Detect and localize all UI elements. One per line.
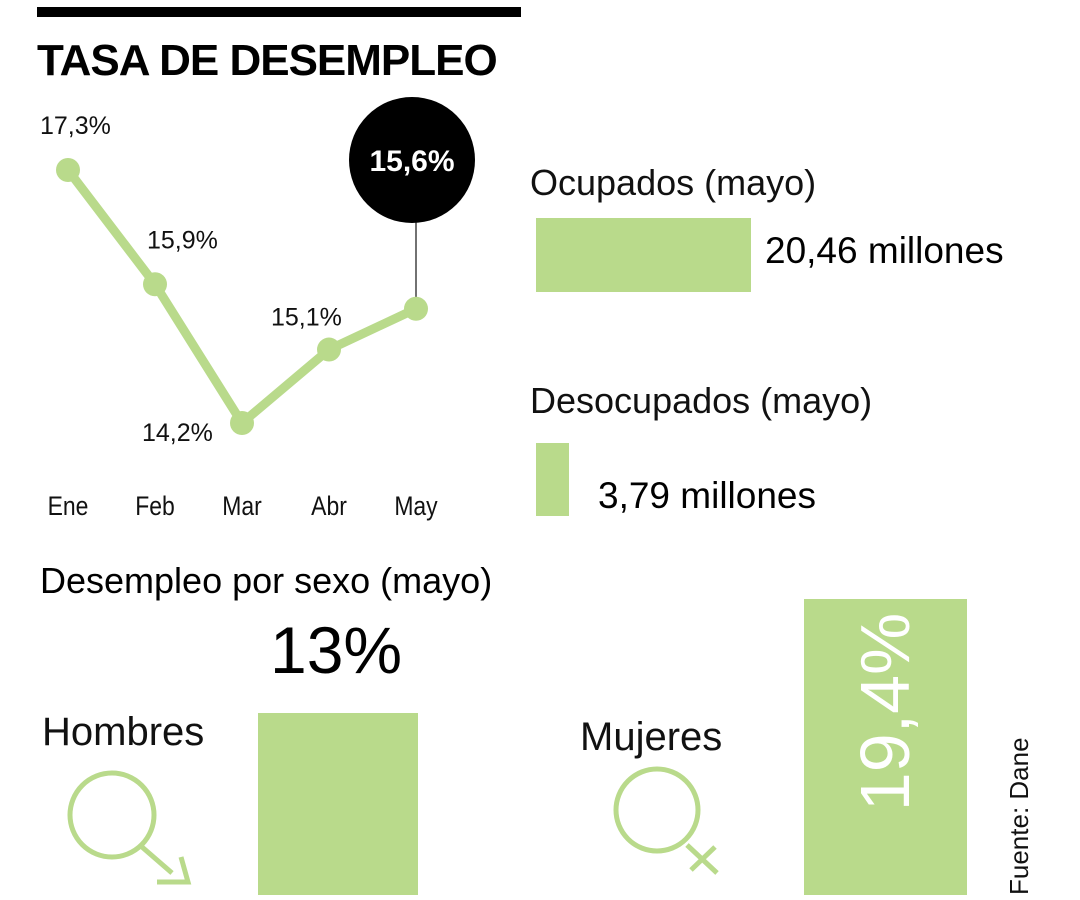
callout-circle bbox=[349, 97, 475, 223]
mujeres-bar bbox=[804, 599, 967, 895]
hombres-value: 13% bbox=[270, 613, 403, 687]
desocupados-label: Desocupados (mayo) bbox=[530, 380, 873, 421]
data-point-ene bbox=[56, 158, 80, 182]
ocupados-value: 20,46 millones bbox=[765, 230, 1004, 271]
highlight-callout: 15,6% bbox=[349, 97, 475, 309]
x-tick-label-mar: Mar bbox=[222, 491, 262, 521]
female-symbol-icon bbox=[613, 766, 719, 875]
x-tick-label-ene: Ene bbox=[48, 491, 89, 521]
top-rule bbox=[37, 7, 521, 17]
hombres-label: Hombres bbox=[42, 710, 205, 754]
mujeres-value: 19,4% bbox=[846, 612, 925, 812]
x-tick-label-abr: Abr bbox=[311, 491, 347, 521]
mujeres-value-wrapper: 19,4% bbox=[804, 599, 967, 895]
data-point-feb bbox=[143, 272, 167, 297]
data-label-ene: 17,3% bbox=[40, 112, 111, 140]
desocupados-bar bbox=[536, 443, 569, 516]
x-tick-label-feb: Feb bbox=[135, 491, 175, 521]
x-tick-label-may: May bbox=[394, 491, 438, 521]
data-label-mar: 14,2% bbox=[142, 419, 213, 447]
unemployment-line-chart: 15,6% 17,3% 15,9% 14,2% 15,1% Ene Feb Mar Abr M… bbox=[40, 97, 475, 521]
male-symbol-icon bbox=[67, 770, 192, 885]
data-label-feb: 15,9% bbox=[147, 226, 218, 254]
ocupados-label: Ocupados (mayo) bbox=[530, 162, 817, 203]
hombres-bar bbox=[258, 713, 418, 895]
data-point-mar bbox=[230, 411, 254, 435]
sex-section-title: Desempleo por sexo (mayo) bbox=[40, 560, 493, 601]
data-label-abr: 15,1% bbox=[271, 304, 342, 332]
desocupados-value: 3,79 millones bbox=[598, 475, 817, 516]
callout-value: 15,6% bbox=[369, 145, 454, 178]
mujeres-label: Mujeres bbox=[580, 715, 723, 759]
source-note: Fuente: Dane bbox=[1004, 737, 1034, 895]
ocupados-bar bbox=[536, 218, 751, 292]
data-point-abr bbox=[317, 337, 341, 362]
data-point-may bbox=[404, 296, 428, 321]
page-title: TASA DE DESEMPLEO bbox=[37, 36, 498, 85]
series-line bbox=[63, 165, 421, 428]
